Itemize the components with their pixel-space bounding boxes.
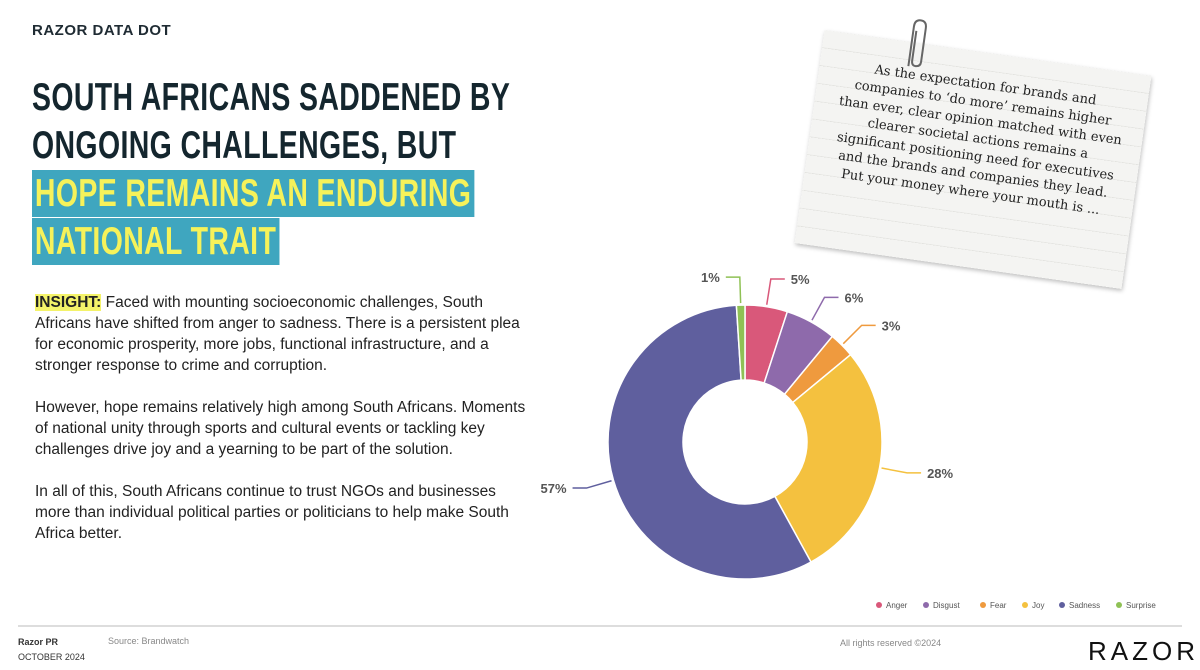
legend-swatch: [1059, 602, 1065, 608]
data-label: 5%: [791, 272, 810, 287]
donut-slice: [607, 304, 813, 580]
insight-paragraph: However, hope remains relatively high am…: [35, 399, 526, 458]
title: SOUTH AFRICANS SADDENED BY ONGOING CHALL…: [32, 74, 543, 266]
footer-company: Razor PR: [18, 637, 59, 647]
legend-label: Fear: [990, 601, 1007, 610]
legend-swatch: [876, 602, 882, 608]
legend-swatch: [1116, 602, 1122, 608]
footer-source: Source: Brandwatch: [108, 636, 190, 646]
insight-paragraph: In all of this, South Africans continue …: [35, 483, 509, 542]
data-label: 3%: [882, 318, 901, 333]
donut-slice: [735, 304, 746, 381]
legend-label: Disgust: [933, 601, 960, 610]
legend-label: Sadness: [1069, 601, 1100, 610]
legend-label: Joy: [1032, 601, 1044, 610]
leader-line: [766, 278, 785, 305]
insight-paragraph: INSIGHT: Faced with mounting socioeconom…: [35, 292, 535, 376]
title-plain: SOUTH AFRICANS SADDENED BY ONGOING CHALL…: [32, 76, 510, 167]
legend-swatch: [980, 602, 986, 608]
leader-line: [572, 480, 612, 489]
paperclip: [907, 19, 927, 68]
legend-swatch: [1022, 602, 1028, 608]
leader-line: [842, 324, 876, 345]
donut-slice: [773, 353, 883, 564]
footer-date: OCTOBER 2024: [18, 652, 85, 662]
brand: RAZOR DATA DOT: [32, 22, 172, 39]
data-label: 28%: [927, 466, 953, 481]
note-text: As the expectation for brands and compan…: [836, 62, 1123, 219]
legend-label: Surprise: [1126, 601, 1156, 610]
leader-line: [725, 276, 742, 304]
leader-line: [881, 467, 922, 474]
leader-line: [811, 296, 839, 321]
footer-rights: All rights reserved ©2024: [840, 638, 942, 648]
data-label: 6%: [844, 290, 863, 305]
footer-logo: RAZOR: [1088, 636, 1199, 666]
insight-label: INSIGHT:: [35, 294, 102, 311]
data-label: 1%: [701, 270, 720, 285]
note-paper: As the expectation for brands and compan…: [794, 19, 1152, 289]
data-label: 57%: [541, 481, 567, 496]
legend-swatch: [923, 602, 929, 608]
insight: INSIGHT: Faced with mounting socioeconom…: [35, 292, 535, 565]
insight-text: Faced with mounting socioeconomic challe…: [35, 294, 520, 374]
legend-label: Anger: [886, 601, 908, 610]
